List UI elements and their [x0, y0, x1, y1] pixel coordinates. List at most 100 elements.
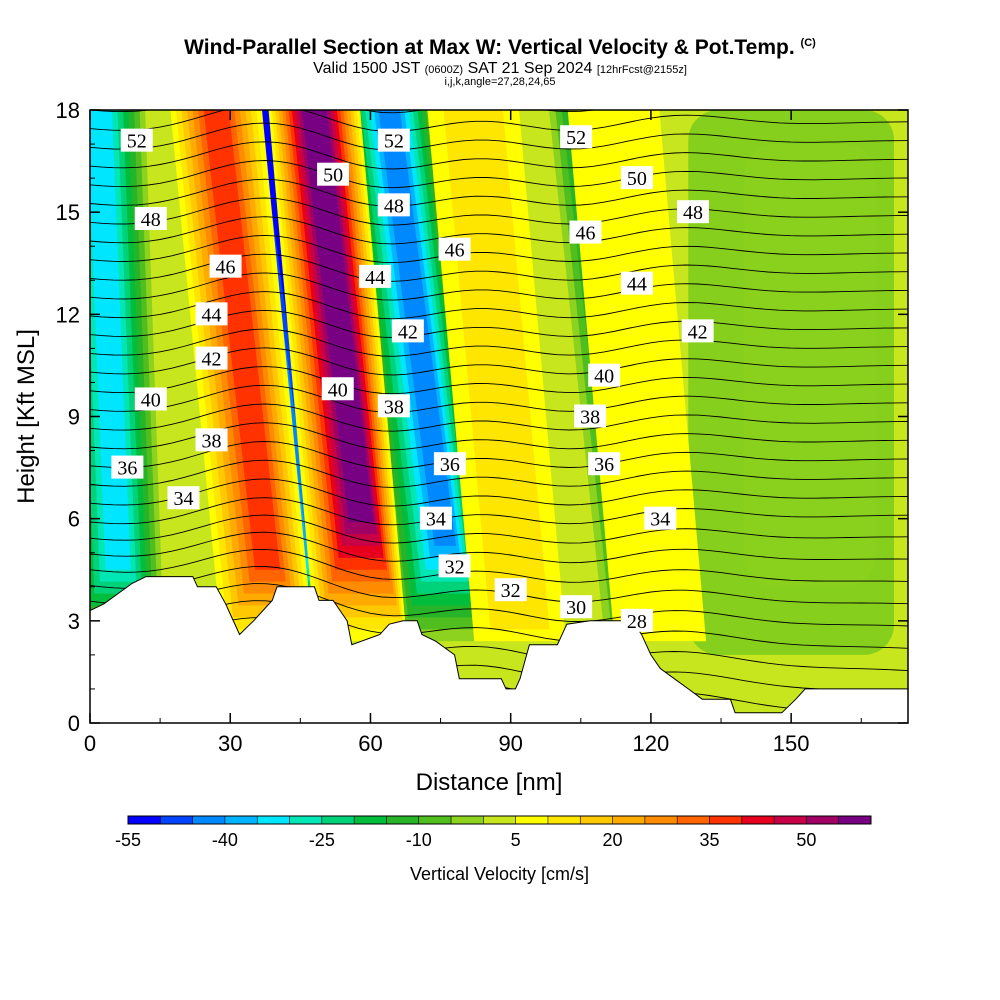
- isentrope-label-text: 36: [440, 454, 460, 476]
- isentrope-label-bg: [494, 578, 527, 602]
- isentrope-label-text: 40: [328, 379, 348, 401]
- isentrope-label-text: 48: [384, 195, 404, 217]
- isentrope-label-text: 36: [117, 458, 137, 480]
- isentrope-label: 42: [195, 346, 228, 371]
- y-axis-label: Height [Kft MSL]: [13, 329, 40, 504]
- colorbar-swatch: [192, 816, 226, 824]
- isentrope-label: 34: [419, 506, 452, 531]
- isentrope-line: [90, 403, 908, 432]
- isentrope-label: 32: [438, 554, 471, 578]
- isentrope-line: [90, 366, 908, 395]
- isentrope-label: 30: [560, 595, 593, 619]
- isentrope-line: [90, 583, 908, 627]
- y-tick-label: 6: [68, 507, 80, 532]
- colorbar-tick-label: -40: [212, 830, 238, 850]
- colorbar-swatch: [741, 816, 775, 824]
- isentrope-label-bg: [681, 319, 714, 343]
- valid-time: Valid 1500 JST: [313, 60, 421, 77]
- isentrope-label-text: 52: [566, 127, 586, 149]
- isentrope-label: 32: [494, 578, 527, 602]
- isentrope-label: 36: [588, 452, 621, 476]
- isentrope-label: 46: [209, 254, 242, 279]
- colorbar: -55 -40 -25 -10 5 20 35 50 Vertical Velocity [cm…: [115, 815, 872, 884]
- isentrope-labels: 52 52 52 50 50 48 48 48 46 46 46 44 44 44 42 42 42 40 40 40…: [111, 125, 714, 633]
- colorbar-tick-label: 50: [796, 830, 816, 850]
- isentrope-label-bg: [195, 302, 228, 326]
- isentrope-line: [90, 67, 908, 94]
- isentrope-label-bg: [321, 377, 354, 401]
- colorbar-swatch: [224, 816, 258, 824]
- isentrope-label: 40: [588, 363, 621, 388]
- x-tick-label: 150: [773, 731, 810, 756]
- isentrope-label-bg: [111, 455, 144, 479]
- isentrope-label-text: 48: [683, 202, 703, 224]
- isentrope-label: 28: [620, 608, 653, 633]
- isentrope-label-bg: [620, 608, 653, 632]
- isentrope-line: [90, 110, 908, 132]
- isentrope-label: 34: [167, 486, 200, 510]
- isentrope-label-text: 34: [426, 509, 446, 531]
- isentrope-label-text: 46: [216, 257, 236, 279]
- x-tick-label: 120: [633, 731, 670, 756]
- colorbar-tick-label: 20: [603, 830, 623, 850]
- isentrope-line: [90, 514, 908, 544]
- isentrope-line: [90, 384, 908, 413]
- isentrope-line: [90, 531, 908, 564]
- isentrope-label: 38: [574, 404, 607, 429]
- isentrope-label-text: 32: [501, 580, 521, 602]
- colorbar-swatch: [160, 816, 193, 824]
- isentrope-label: 48: [377, 193, 410, 217]
- colorbar-swatch: [289, 816, 323, 824]
- colorbar-swatch: [515, 816, 549, 824]
- y-tick-label: 18: [56, 98, 80, 123]
- isentrope-label: 38: [377, 394, 410, 418]
- isentrope-label-bg: [195, 428, 228, 452]
- isentrope-label-text: 44: [202, 304, 222, 326]
- isentrope-label-bg: [588, 363, 621, 387]
- weak-sink-zone: [744, 144, 876, 587]
- isentrope-line: [90, 478, 908, 507]
- isentrope-label-bg: [317, 162, 350, 186]
- isentrope-label-text: 50: [627, 168, 647, 190]
- isentrope-label-bg: [377, 394, 410, 418]
- isentrope-label-text: 42: [202, 349, 222, 371]
- isentrope-label-bg: [195, 346, 228, 370]
- isentrope-line: [90, 141, 908, 170]
- isentrope-label-bg: [588, 452, 621, 476]
- isentrope-label-bg: [120, 128, 153, 152]
- colorbar-swatch: [418, 816, 452, 824]
- colorbar-swatch: [354, 816, 387, 824]
- isentrope-label-text: 38: [580, 407, 600, 429]
- colorbar-tick-label: -55: [115, 830, 141, 850]
- x-tick-label: 0: [84, 731, 96, 756]
- isentrope-label: 46: [438, 237, 471, 262]
- isentrope-label-bg: [209, 254, 242, 278]
- isentrope-line: [90, 328, 908, 357]
- isentrope-label-text: 32: [445, 556, 465, 578]
- colorbar-tick-label: -10: [406, 830, 432, 850]
- isentrope-label-bg: [167, 486, 200, 510]
- isentrope-label-text: 36: [594, 454, 614, 476]
- colorbar-swatch: [612, 816, 646, 824]
- isentrope-label-text: 30: [566, 597, 586, 619]
- chart-title: Wind-Parallel Section at Max W: Vertical…: [0, 36, 1000, 60]
- isentrope-label-bg: [620, 166, 653, 190]
- colorbar-swatch: [321, 816, 355, 824]
- isentrope-label-bg: [134, 387, 167, 411]
- velocity-bands: [90, 110, 894, 655]
- forecast-info: [12hrFcst@2155z]: [596, 64, 687, 76]
- colorbar-swatch: [580, 816, 613, 824]
- colorbar-swatch: [451, 816, 484, 824]
- isentrope-label-text: 44: [627, 274, 647, 296]
- isentrope-label: 52: [377, 128, 410, 153]
- isentrope-line: [90, 122, 908, 151]
- colorbar-swatch: [483, 816, 516, 824]
- y-tick-label: 3: [68, 609, 80, 634]
- isentrope-label-bg: [574, 404, 607, 428]
- colorbar-swatch: [644, 816, 678, 824]
- isentrope-label-text: 28: [627, 611, 647, 633]
- isentrope-label-bg: [620, 271, 653, 295]
- x-tick-label: 90: [498, 731, 522, 756]
